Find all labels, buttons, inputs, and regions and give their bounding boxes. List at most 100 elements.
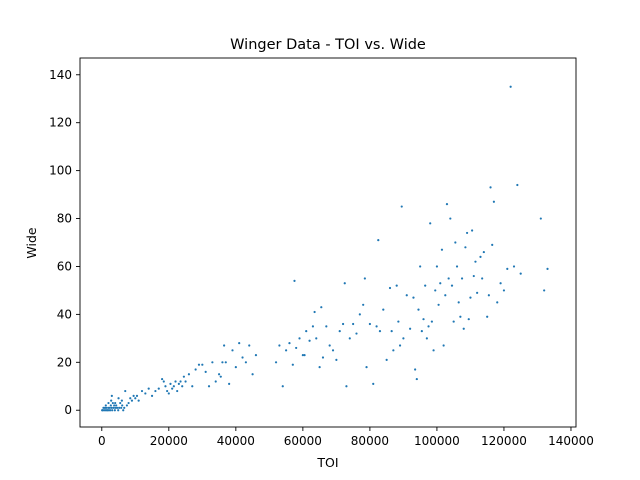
data-point bbox=[368, 322, 371, 326]
data-point bbox=[207, 385, 211, 388]
data-point bbox=[445, 203, 449, 206]
data-point bbox=[223, 344, 226, 347]
data-point bbox=[274, 361, 278, 364]
data-point bbox=[437, 303, 440, 306]
data-point bbox=[496, 301, 499, 304]
data-point bbox=[420, 330, 423, 333]
data-point bbox=[201, 363, 204, 366]
data-point bbox=[432, 349, 435, 352]
data-point bbox=[251, 373, 254, 376]
data-point bbox=[516, 183, 519, 187]
data-point bbox=[405, 294, 408, 297]
data-point bbox=[154, 389, 157, 393]
data-point bbox=[502, 289, 506, 292]
data-point bbox=[184, 380, 187, 383]
data-point bbox=[110, 406, 113, 409]
x-tick-label: 40000 bbox=[217, 434, 255, 448]
data-point bbox=[491, 243, 494, 246]
data-point bbox=[115, 404, 118, 407]
data-point bbox=[392, 349, 395, 352]
data-point bbox=[164, 385, 167, 388]
data-point bbox=[288, 342, 291, 345]
data-point bbox=[372, 382, 375, 385]
data-point bbox=[355, 332, 358, 335]
data-point bbox=[285, 349, 288, 352]
data-point bbox=[130, 399, 134, 402]
data-point bbox=[140, 389, 144, 393]
data-point bbox=[335, 358, 338, 362]
data-point bbox=[425, 337, 428, 340]
data-point bbox=[295, 346, 298, 350]
data-point bbox=[543, 289, 546, 292]
data-point bbox=[305, 330, 308, 333]
data-point bbox=[489, 186, 492, 189]
data-point bbox=[474, 260, 477, 263]
data-point bbox=[298, 337, 301, 340]
data-point bbox=[352, 322, 355, 326]
data-point bbox=[167, 392, 170, 395]
y-tick-label: 20 bbox=[57, 355, 72, 369]
chart-title: Winger Data - TOI vs. Wide bbox=[230, 37, 426, 53]
data-point bbox=[464, 246, 467, 249]
data-point bbox=[390, 330, 393, 333]
data-point bbox=[450, 284, 454, 287]
data-point bbox=[308, 339, 311, 342]
data-point bbox=[157, 387, 160, 390]
data-point bbox=[122, 409, 125, 412]
data-point bbox=[417, 308, 420, 311]
data-point bbox=[132, 394, 135, 397]
axis-ticks: 0 20000 40000 60000 80000 100000 120000 140000 0… bbox=[49, 68, 594, 448]
data-point bbox=[234, 365, 237, 369]
y-tick-label: 60 bbox=[57, 259, 72, 273]
data-point bbox=[182, 375, 185, 378]
data-point bbox=[338, 330, 341, 333]
data-point bbox=[191, 385, 194, 388]
data-point bbox=[147, 387, 150, 390]
data-point bbox=[444, 294, 447, 297]
data-point bbox=[313, 310, 316, 314]
data-point bbox=[429, 222, 432, 225]
x-axis-label: TOI bbox=[316, 455, 338, 470]
data-point bbox=[459, 315, 462, 318]
data-point bbox=[177, 382, 180, 385]
data-point bbox=[439, 282, 442, 285]
x-tick-label: 60000 bbox=[284, 434, 322, 448]
data-point bbox=[311, 325, 315, 328]
data-point bbox=[109, 404, 112, 407]
data-point bbox=[365, 365, 368, 369]
data-point bbox=[241, 356, 244, 359]
data-point bbox=[117, 397, 120, 400]
data-point bbox=[211, 361, 214, 364]
data-point bbox=[382, 308, 385, 311]
data-point bbox=[105, 406, 108, 409]
data-point bbox=[546, 267, 549, 270]
data-point bbox=[110, 394, 113, 397]
data-point bbox=[114, 401, 117, 405]
data-point bbox=[422, 318, 425, 321]
data-point bbox=[238, 342, 241, 345]
data-point bbox=[187, 373, 191, 376]
data-point bbox=[161, 377, 164, 381]
data-point bbox=[452, 320, 455, 323]
data-point bbox=[506, 267, 509, 270]
data-point bbox=[402, 337, 405, 340]
data-point bbox=[315, 337, 318, 340]
data-point bbox=[119, 401, 122, 405]
x-tick-label: 100000 bbox=[414, 434, 460, 448]
data-point bbox=[434, 289, 437, 292]
data-point bbox=[137, 399, 140, 402]
x-tick-label: 20000 bbox=[150, 434, 188, 448]
data-point bbox=[116, 406, 119, 409]
data-point bbox=[113, 409, 116, 412]
y-tick-label: 120 bbox=[49, 116, 72, 130]
data-point bbox=[204, 370, 207, 373]
data-point bbox=[519, 272, 522, 275]
data-point bbox=[343, 282, 346, 285]
data-point bbox=[120, 399, 123, 402]
data-point bbox=[388, 286, 392, 290]
data-point bbox=[460, 277, 464, 280]
data-point bbox=[110, 399, 113, 402]
data-point bbox=[107, 401, 110, 405]
data-point bbox=[447, 277, 450, 280]
data-point bbox=[331, 349, 335, 352]
